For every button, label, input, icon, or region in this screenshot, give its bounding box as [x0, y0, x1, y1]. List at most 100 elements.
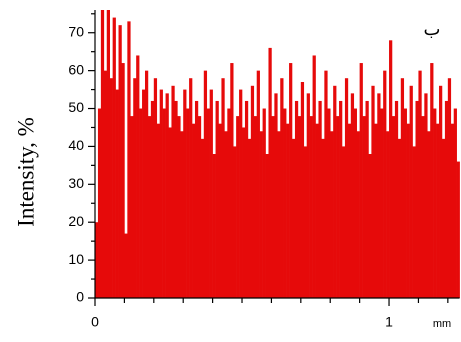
bar — [274, 93, 278, 298]
bar — [318, 100, 322, 299]
bar — [439, 85, 443, 298]
bar — [353, 108, 357, 299]
y-tick-label: 40 — [68, 137, 84, 153]
bar — [95, 222, 99, 298]
bar — [218, 123, 222, 299]
bar — [97, 108, 102, 299]
y-tick-label: 50 — [68, 99, 84, 115]
bar — [221, 78, 225, 298]
bar — [271, 116, 275, 299]
bar — [297, 116, 302, 299]
bar — [424, 93, 428, 298]
bar — [174, 100, 178, 299]
bar — [394, 100, 399, 299]
y-tick-label: 30 — [68, 175, 84, 191]
bar — [236, 116, 240, 299]
bar — [344, 78, 349, 298]
bar — [444, 100, 449, 299]
bar — [386, 131, 390, 298]
bar — [283, 108, 287, 299]
bar — [115, 89, 119, 298]
bar — [180, 131, 184, 298]
bar — [447, 78, 452, 298]
bar — [415, 100, 419, 299]
bar — [224, 131, 228, 298]
bar — [259, 131, 263, 298]
bar — [124, 233, 128, 298]
bar — [389, 40, 393, 298]
bar — [306, 93, 310, 298]
bar — [315, 123, 319, 299]
bar — [347, 123, 352, 299]
bar — [403, 108, 407, 299]
bar — [192, 123, 196, 299]
bar — [118, 25, 122, 298]
bar — [391, 116, 396, 299]
bar — [233, 146, 237, 298]
bar — [441, 138, 446, 298]
bar — [383, 70, 387, 298]
bar — [142, 89, 146, 298]
bar — [171, 85, 175, 298]
bar — [253, 116, 258, 299]
bar — [350, 93, 355, 298]
bar — [418, 70, 422, 298]
bar — [139, 108, 143, 299]
bar — [239, 89, 243, 298]
bar — [333, 85, 337, 298]
bar — [268, 47, 272, 298]
y-tick-label: 0 — [76, 289, 84, 305]
bar — [330, 131, 334, 298]
bar — [309, 116, 313, 299]
bar — [324, 70, 328, 298]
bar — [230, 63, 234, 299]
bar — [286, 123, 290, 299]
bar — [156, 123, 160, 299]
bar — [356, 131, 360, 298]
y-tick-label: 60 — [68, 61, 84, 77]
bar — [194, 100, 199, 299]
bar — [371, 85, 375, 298]
bar — [365, 100, 369, 299]
bar — [374, 123, 378, 299]
bar — [109, 78, 113, 298]
bar — [133, 78, 137, 298]
bar — [380, 108, 384, 299]
bar — [312, 55, 316, 299]
bar — [289, 63, 293, 299]
bar — [303, 146, 308, 298]
bar — [250, 85, 255, 298]
y-tick-label: 20 — [68, 213, 84, 229]
bar — [159, 89, 163, 298]
bar — [412, 146, 416, 298]
bar — [183, 89, 187, 298]
bar — [436, 123, 440, 299]
bar — [427, 131, 431, 298]
bar — [242, 127, 246, 298]
bar — [215, 100, 219, 299]
bar — [162, 108, 166, 299]
bar — [292, 138, 296, 298]
y-tick-label: 10 — [68, 251, 84, 267]
bar — [203, 70, 208, 298]
bar — [153, 78, 158, 298]
bar — [103, 70, 108, 298]
bar — [327, 108, 331, 299]
bar — [321, 138, 325, 298]
bar — [256, 70, 260, 298]
bar — [144, 70, 149, 298]
bar — [200, 138, 205, 298]
bar — [106, 10, 111, 298]
x-unit-label: mm — [433, 318, 451, 330]
bar — [339, 100, 343, 299]
bar — [127, 21, 131, 299]
bar — [430, 63, 434, 299]
bar — [165, 93, 169, 298]
bar — [400, 78, 405, 298]
bar — [406, 123, 410, 299]
bar — [197, 116, 202, 299]
annotation: ب — [424, 19, 441, 39]
bar — [377, 93, 381, 298]
bar — [100, 10, 105, 298]
bar — [359, 63, 363, 299]
